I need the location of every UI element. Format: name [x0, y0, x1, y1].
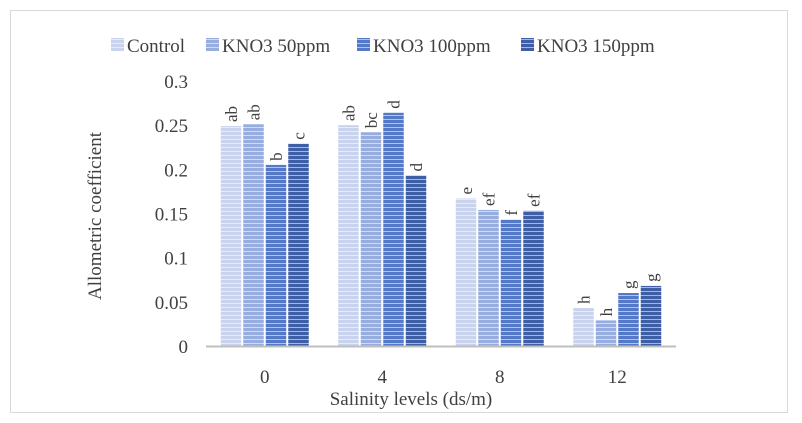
bar-control-8 [455, 198, 477, 346]
bar-data-label: d [407, 163, 426, 172]
bar-kno3-50ppm-0 [243, 124, 264, 347]
bar-data-label: ab [245, 104, 264, 120]
bar-kno3-50ppm-8 [478, 209, 499, 346]
legend-label: KNO3 100ppm [373, 36, 491, 57]
x-tick-label: 8 [495, 367, 505, 388]
y-tick-label: 0.2 [164, 160, 188, 181]
y-tick-label: 0.3 [164, 72, 188, 93]
bar-data-label: h [575, 295, 594, 304]
y-axis: 0 0.05 0.1 0.15 0.2 0.25 0.3 [155, 72, 188, 358]
bar-data-label: bc [362, 112, 381, 129]
bars [220, 112, 662, 347]
bar-data-label: g [642, 273, 661, 282]
x-tick-label: 12 [608, 367, 627, 388]
bar-kno3-150ppm-0 [288, 143, 309, 346]
bar-kno3-50ppm-12 [595, 320, 617, 346]
y-axis-title: Allometric coefficient [85, 131, 106, 300]
legend-item: KNO3 100ppm [357, 36, 491, 57]
y-tick-label: 0.25 [155, 116, 188, 137]
bar-data-label: g [620, 280, 639, 289]
x-axis: 0 4 8 12 [206, 345, 676, 388]
bar-data-label: ab [222, 106, 241, 122]
legend-item: Control [111, 36, 185, 57]
bar-control-12 [573, 308, 594, 346]
bar-data-label: ab [340, 105, 359, 121]
bar-kno3-150ppm-4 [405, 175, 427, 346]
bar-kno3-100ppm-8 [500, 219, 522, 346]
bar-data-label: f [502, 210, 521, 216]
bar-kno3-50ppm-4 [360, 132, 382, 346]
y-tick-label: 0.15 [155, 205, 188, 226]
legend-swatch [521, 38, 534, 51]
x-tick-label: 0 [260, 367, 270, 388]
bar-data-label: d [385, 100, 404, 109]
legend-label: KNO3 50ppm [222, 36, 330, 57]
bar-control-4 [338, 125, 359, 347]
y-tick-label: 0 [179, 337, 189, 358]
bar-kno3-150ppm-12 [640, 285, 662, 346]
bar-kno3-100ppm-12 [618, 293, 639, 346]
bar-data-label: h [597, 307, 616, 316]
bar-data-label: ef [480, 192, 499, 206]
bar-control-0 [220, 126, 242, 346]
legend-swatch [206, 38, 219, 51]
x-axis-title: Salinity levels (ds/m) [330, 389, 493, 410]
bar-data-label: c [290, 132, 309, 140]
legend-swatch [111, 38, 124, 51]
legend-item: KNO3 150ppm [521, 36, 655, 57]
bar-data-label: b [267, 152, 286, 161]
y-tick-label: 0.05 [155, 293, 188, 314]
legend-label: KNO3 150ppm [537, 36, 655, 57]
legend: Control KNO3 50ppm KNO3 100ppm KNO3 150ppm [111, 36, 655, 57]
y-tick-label: 0.1 [164, 249, 188, 270]
bar-data-label: ef [525, 193, 544, 207]
bar-kno3-100ppm-0 [265, 164, 287, 346]
legend-item: KNO3 50ppm [206, 36, 330, 57]
legend-label: Control [127, 36, 185, 57]
bar-kno3-150ppm-8 [523, 210, 544, 346]
x-tick-label: 4 [378, 367, 388, 388]
legend-swatch [357, 38, 370, 51]
bar-data-label: e [457, 187, 476, 195]
bar-kno3-100ppm-4 [383, 112, 404, 346]
